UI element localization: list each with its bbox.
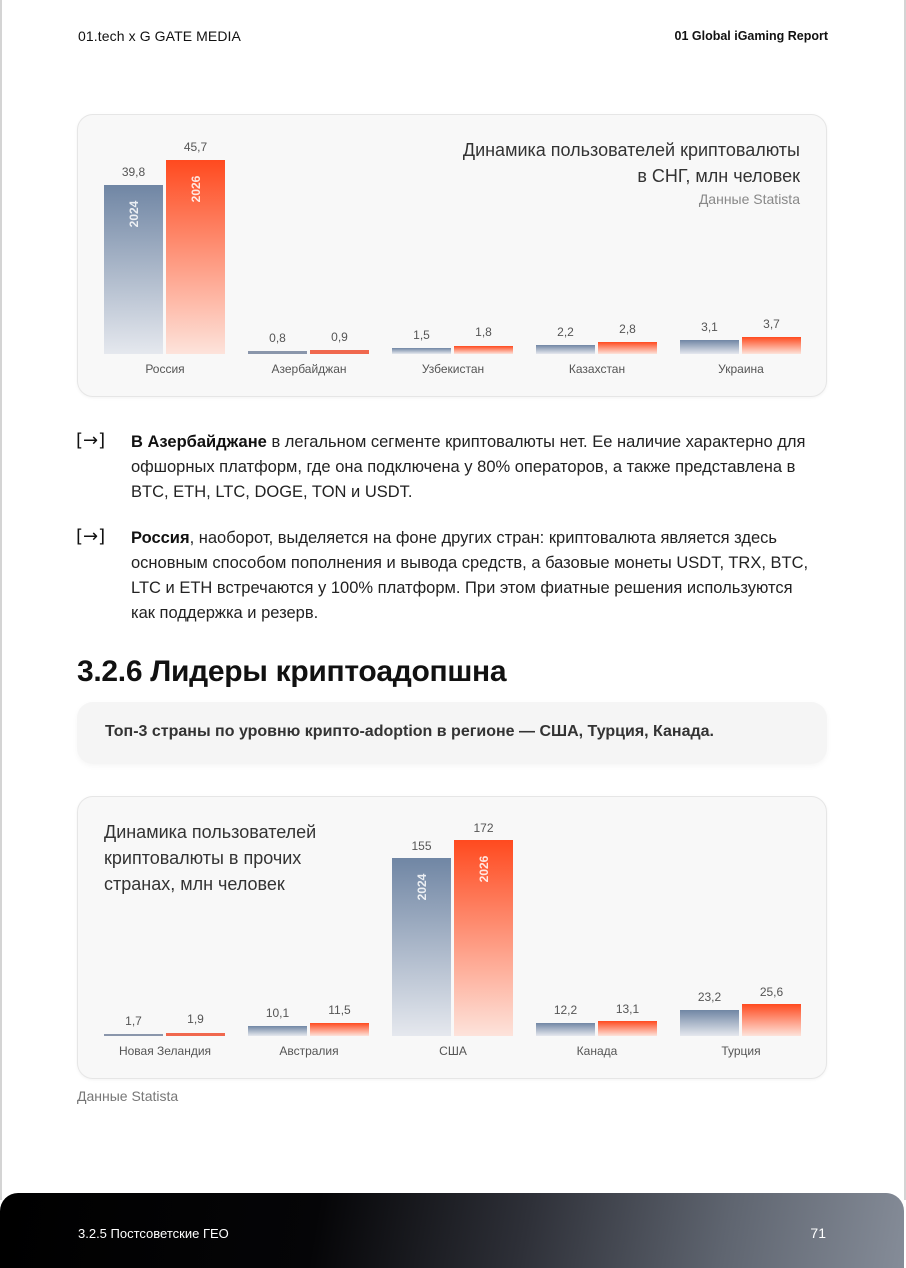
bar-2026: 2026 (454, 840, 513, 1036)
category-label: Украина (718, 362, 764, 376)
bar-group-australia: 10,1 11,5 Австралия (248, 0, 370, 1058)
bar-2026 (598, 1021, 657, 1036)
value-label: 23,2 (697, 990, 722, 1004)
bar-2024 (680, 1010, 739, 1036)
bullet-text: В Азербайджане в легальном сегменте крип… (131, 430, 821, 505)
value-label: 2,8 (619, 322, 636, 336)
chart-title-line1: Динамика пользователей криптовалюты (462, 140, 800, 160)
chart-title: Динамика пользователей криптовалюты в пр… (104, 822, 317, 894)
page-footer: 3.2.5 Постсоветские ГЕО 71 (0, 1193, 904, 1268)
bullet-bold: В Азербайджане (131, 433, 267, 451)
bar-2026: 2026 (166, 160, 225, 354)
bar-2026 (310, 350, 369, 354)
bullet-body: , наоборот, выделяется на фоне других ст… (131, 529, 809, 622)
page-edge-left (0, 0, 2, 1200)
bar-2024 (680, 340, 739, 354)
value-label: 3,7 (763, 317, 780, 331)
bar-2024 (104, 1034, 163, 1036)
bar-group-usa: 155 172 2024 2026 США (392, 0, 514, 1058)
bar-group-turkey: 23,2 25,6 Турция (680, 0, 802, 1058)
page-edge-right (904, 0, 906, 1200)
bar-group-uzbekistan: 1,5 1,8 Узбекистан (392, 0, 514, 376)
bar-group-canada: 12,2 13,1 Канада (536, 0, 658, 1058)
chart-title-line2: в СНГ, млн человек (637, 166, 800, 186)
bar-2024 (248, 351, 307, 354)
callout-text: Топ-3 страны по уровню крипто-adoption в… (105, 723, 714, 740)
chart-source: Данные Statista (698, 191, 800, 207)
value-label: 10,1 (265, 1006, 290, 1020)
arrow-bracket-icon: [→] (76, 526, 106, 547)
bar-group-azerbaijan: 0,8 0,9 Азербайджан (248, 0, 370, 376)
chart-plot-other: 1,7 1,9 Новая Зеландия 10,1 11,5 Австрал… (104, 0, 804, 1058)
bar-2024: 2024 (104, 185, 163, 354)
bar-group-russia: 39,8 45,7 2024 2026 Россия (104, 0, 226, 376)
category-label: Казахстан (568, 362, 626, 376)
value-label: 2,2 (557, 325, 574, 339)
year-label: 2024 (414, 873, 429, 901)
category-label: Австралия (279, 1044, 339, 1058)
value-label: 155 (411, 839, 432, 853)
value-label: 0,9 (331, 330, 348, 344)
callout-box: Топ-3 страны по уровню крипто-adoption в… (77, 702, 827, 764)
value-label: 172 (473, 821, 494, 835)
bar-group-new-zealand: 1,7 1,9 Новая Зеландия (104, 0, 226, 1058)
category-label: США (439, 1044, 467, 1058)
chart-title: Динамика пользователей криптовалюты в СН… (380, 137, 800, 189)
bar-2024: 2024 (392, 858, 451, 1036)
page-number: 71 (810, 1225, 826, 1241)
header-report-title: 01 Global iGaming Report (674, 29, 829, 43)
bar-2026 (454, 346, 513, 354)
bullet-body: в легальном сегменте криптовалюты нет. Е… (131, 433, 806, 501)
bar-2024 (248, 1026, 307, 1036)
bullet-bold: Россия (131, 529, 190, 547)
year-label: 2026 (476, 855, 491, 883)
bar-group-ukraine: 3,1 3,7 Украина (680, 0, 802, 376)
category-label: Россия (145, 362, 185, 376)
value-label: 1,9 (187, 1012, 204, 1026)
value-label: 12,2 (553, 1003, 578, 1017)
chart-source: Данные Statista (77, 1088, 179, 1104)
bar-2026 (166, 1033, 225, 1036)
bar-2024 (536, 1023, 595, 1036)
category-label: Новая Зеландия (118, 1044, 212, 1058)
bar-2024 (536, 345, 595, 354)
value-label: 1,5 (413, 328, 430, 342)
value-label: 45,7 (183, 140, 208, 154)
value-label: 13,1 (615, 1002, 640, 1016)
arrow-bracket-icon: [→] (76, 430, 106, 451)
value-label: 25,6 (759, 985, 784, 999)
value-label: 1,8 (475, 325, 492, 339)
category-label: Канада (576, 1044, 618, 1058)
bar-2026 (310, 1023, 369, 1036)
value-label: 3,1 (701, 320, 718, 334)
category-label: Турция (721, 1044, 761, 1058)
value-label: 39,8 (121, 165, 146, 179)
value-label: 0,8 (269, 331, 286, 345)
bar-2026 (742, 337, 801, 354)
footer-section: 3.2.5 Постсоветские ГЕО (78, 1226, 229, 1241)
value-label: 1,7 (125, 1014, 142, 1028)
chart-plot-cis: 39,8 45,7 2024 2026 Россия 0,8 0,9 Азерб… (104, 0, 804, 376)
bar-group-kazakhstan: 2,2 2,8 Казахстан (536, 0, 658, 376)
bar-2026 (742, 1004, 801, 1036)
value-label: 11,5 (328, 1003, 351, 1017)
bar-2026 (598, 342, 657, 354)
category-label: Узбекистан (421, 362, 485, 376)
bar-2024 (392, 348, 451, 354)
category-label: Азербайджан (271, 362, 347, 376)
bullet-text: Россия, наоборот, выделяется на фоне дру… (131, 526, 821, 626)
section-heading: 3.2.6 Лидеры криптоадопшна (77, 655, 507, 688)
header-brand: 01.tech x G GATE MEDIA (78, 28, 241, 44)
